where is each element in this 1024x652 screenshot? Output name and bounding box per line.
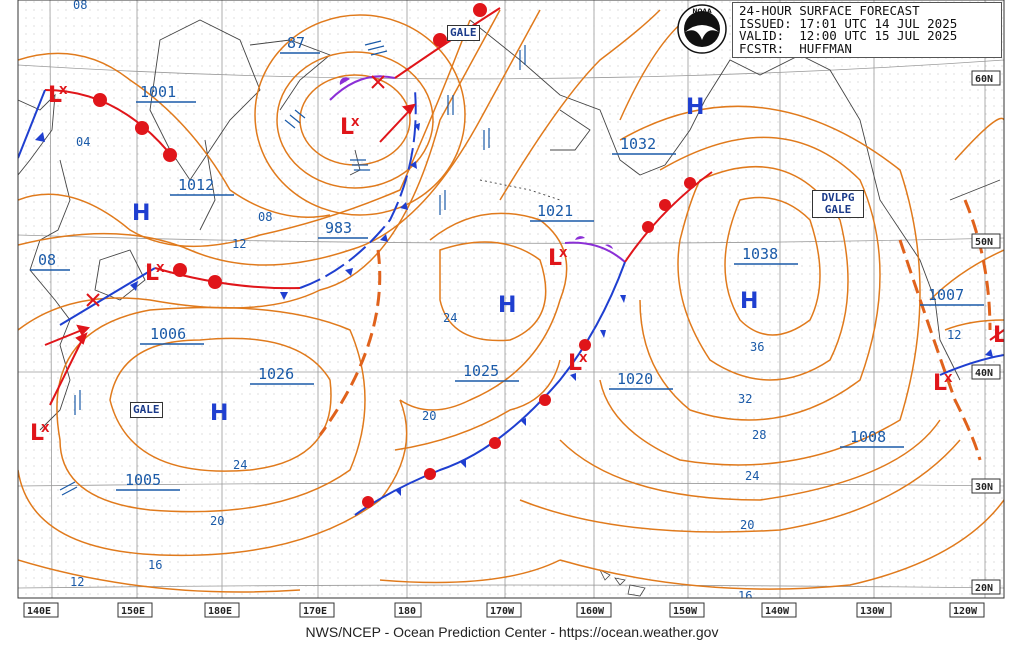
isobar-label: 04 <box>76 135 90 149</box>
isobar-label: 20 <box>210 514 224 528</box>
svg-text:X: X <box>156 262 165 275</box>
ocean-background <box>18 0 1004 598</box>
motion-arrows <box>44 103 416 406</box>
latitude-label: 20N <box>975 583 993 594</box>
svg-text:H: H <box>686 95 704 120</box>
svg-text:L: L <box>933 371 947 396</box>
isobar-label: 20 <box>422 409 436 423</box>
grid-lines <box>18 0 1004 598</box>
longitude-label: 130W <box>860 606 885 617</box>
isobar-label: 12 <box>232 237 246 251</box>
fronts <box>18 7 1004 516</box>
longitude-label: 140W <box>765 606 790 617</box>
hawaii-islands <box>599 569 646 597</box>
pressure-value: 1012 <box>178 176 214 194</box>
isobar-label: 20 <box>740 518 754 532</box>
pressure-value: 1020 <box>617 370 653 388</box>
svg-text:L: L <box>568 351 582 376</box>
pressure-values: 1001 87 983 08 1006 1005 1025 1020 1007 … <box>30 34 984 491</box>
svg-text:X: X <box>41 422 50 435</box>
developing-gale-warning-label: DVLPG GALE <box>812 190 864 218</box>
svg-text:L: L <box>145 261 159 286</box>
front-symbols <box>35 3 993 508</box>
svg-text:H: H <box>132 201 150 226</box>
longitude-label: 160W <box>580 606 605 617</box>
pressure-value: 1025 <box>463 362 499 380</box>
forecast-title: 24-HOUR SURFACE FORECAST <box>739 3 920 18</box>
latitude-label: 60N <box>975 74 993 85</box>
high-symbols: H H H H H <box>132 95 758 426</box>
longitude-label: 120W <box>953 606 978 617</box>
longitude-labels: 140E 150E 180E 170E 180 170W 160W 150W 1… <box>23 602 985 618</box>
longitude-label: 170E <box>303 606 327 617</box>
isobar-label: 36 <box>750 340 764 354</box>
svg-text:H: H <box>210 401 228 426</box>
latitude-label: 30N <box>975 482 993 493</box>
noaa-logo-text: NOAA <box>692 8 712 15</box>
pressure-value: 1026 <box>258 365 294 383</box>
noaa-logo-icon: NOAA <box>677 4 727 54</box>
pressure-value: 1007 <box>928 286 964 304</box>
svg-text:X: X <box>579 352 588 365</box>
previous-position-markers <box>86 75 385 307</box>
svg-text:H: H <box>740 289 758 314</box>
map-frame <box>17 0 1005 599</box>
latitude-label: 40N <box>975 368 993 379</box>
isobar-label: 24 <box>745 469 759 483</box>
longitude-label: 180E <box>208 606 232 617</box>
forecaster: FCSTR: HUFFMAN <box>739 40 852 56</box>
pressure-value: 1005 <box>125 471 161 489</box>
troughs <box>318 199 992 461</box>
isobar-label: 24 <box>233 458 247 472</box>
issued-time: ISSUED: 17:01 UTC 14 JUL 2025 <box>739 15 958 31</box>
isobar-label: 16 <box>148 558 162 572</box>
isobar-label: 08 <box>258 210 272 224</box>
svg-text:L: L <box>993 323 1007 348</box>
latitude-label: 50N <box>975 237 993 248</box>
pressure-value: 87 <box>287 34 305 52</box>
longitude-label: 170W <box>490 606 515 617</box>
isobar-label: 08 <box>73 0 87 12</box>
longitude-label: 180 <box>398 606 416 617</box>
longitude-label: 150E <box>121 606 145 617</box>
forecast-info-box: 24-HOUR SURFACE FORECAST ISSUED: 17:01 U… <box>732 2 1002 58</box>
svg-text:X: X <box>59 84 68 97</box>
pressure-value: 983 <box>325 219 352 237</box>
svg-text:L: L <box>340 115 354 140</box>
isobar-label: 28 <box>752 428 766 442</box>
svg-text:L: L <box>548 246 562 271</box>
svg-text:X: X <box>559 247 568 260</box>
isobar-label: 16 <box>738 589 752 603</box>
longitude-label: 140E <box>27 606 51 617</box>
svg-text:X: X <box>351 116 360 129</box>
svg-text:H: H <box>498 293 516 318</box>
valid-time: VALID: 12:00 UTC 15 JUL 2025 <box>739 28 958 43</box>
pressure-value: 1008 <box>850 428 886 446</box>
isobar-label: 32 <box>738 392 752 406</box>
wind-barbs <box>59 40 526 496</box>
isobar-label: 12 <box>947 328 961 342</box>
gale-warning-label: GALE <box>447 25 480 41</box>
pressure-value: 1032 <box>620 135 656 153</box>
svg-text:L: L <box>30 421 44 446</box>
pressure-value: 1021 <box>537 202 573 220</box>
pressure-value: 1006 <box>150 325 186 343</box>
pressure-value: 1038 <box>742 245 778 263</box>
footer-credit[interactable]: NWS/NCEP - Ocean Prediction Center - htt… <box>305 624 719 640</box>
pressure-value: 08 <box>38 251 56 269</box>
svg-text:L: L <box>48 83 62 108</box>
gale-warning-label: GALE <box>130 402 163 418</box>
isobar-label: 12 <box>70 575 84 589</box>
longitude-label: 150W <box>673 606 698 617</box>
isobar-label: 24 <box>443 311 457 325</box>
svg-text:X: X <box>944 372 953 385</box>
pressure-value: 1001 <box>140 83 176 101</box>
isobar-labels: 08 04 08 12 24 20 24 20 16 12 36 32 28 2… <box>70 0 961 603</box>
low-symbols: LX LX LX LX LX LX LX L <box>30 83 1007 446</box>
latitude-labels: 60N 50N 40N 30N 20N <box>971 70 1001 595</box>
